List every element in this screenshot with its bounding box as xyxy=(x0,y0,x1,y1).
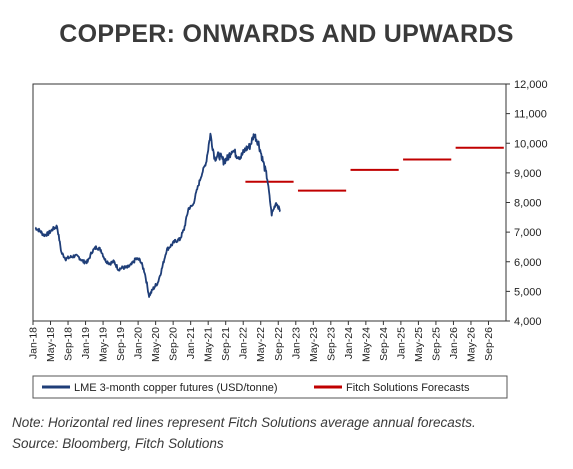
x-tick-label: Jan-24 xyxy=(343,327,355,359)
x-tick-label: Jan-20 xyxy=(133,327,145,359)
y-tick-label: 8,000 xyxy=(514,198,542,210)
legend-box xyxy=(32,375,508,399)
x-tick-label: May-19 xyxy=(98,327,110,362)
x-tick-label: Jan-19 xyxy=(80,327,92,359)
x-tick-label: Sep-22 xyxy=(273,327,285,361)
x-tick-label: Sep-24 xyxy=(378,327,390,361)
x-tick-label: Sep-19 xyxy=(115,327,127,361)
x-tick-label: Jan-18 xyxy=(28,327,40,359)
forecast-series xyxy=(245,146,504,192)
y-tick-label: 6,000 xyxy=(514,257,542,269)
x-tick-label: Jan-25 xyxy=(395,327,407,359)
legend: LME 3-month copper futures (USD/tonne) F… xyxy=(32,375,508,399)
x-tick-label: Jan-23 xyxy=(290,327,302,359)
x-tick-label: May-25 xyxy=(413,327,425,362)
y-axis: 4,000 5,000 6,000 7,000 8,000 9,000 10,000 11,0… xyxy=(506,79,548,328)
x-tick-label: May-21 xyxy=(203,327,215,362)
x-tick-label: Sep-26 xyxy=(483,327,495,361)
price-series xyxy=(34,132,281,298)
source-line: Source: Bloomberg, Fitch Solutions xyxy=(12,436,224,451)
y-tick-label: 11,000 xyxy=(514,109,547,121)
y-tick-label: 10,000 xyxy=(514,138,548,150)
y-tick-label: 4,000 xyxy=(514,316,542,328)
x-tick-label: May-22 xyxy=(255,327,267,362)
x-tick-label: May-24 xyxy=(360,327,372,362)
x-tick-label: May-26 xyxy=(465,327,477,362)
x-tick-label: Jan-22 xyxy=(238,327,250,359)
x-axis: Jan-18 May-18 Sep-18 Jan-19 May-19 Sep-19 Jan-… xyxy=(28,321,495,362)
x-tick-label: May-20 xyxy=(150,327,162,362)
legend-label-forecast: Fitch Solutions Forecasts xyxy=(346,382,470,394)
x-tick-label: May-23 xyxy=(308,327,320,362)
x-tick-label: Sep-20 xyxy=(168,327,180,361)
y-tick-label: 7,000 xyxy=(514,227,542,239)
x-tick-label: Sep-23 xyxy=(325,327,337,361)
legend-label-price: LME 3-month copper futures (USD/tonne) xyxy=(74,382,278,394)
x-tick-label: Sep-25 xyxy=(430,327,442,361)
x-tick-label: Sep-21 xyxy=(220,327,232,361)
x-tick-label: May-18 xyxy=(45,327,57,362)
y-tick-label: 9,000 xyxy=(514,168,542,180)
x-tick-label: Sep-18 xyxy=(63,327,75,361)
note-line: Note: Horizontal red lines represent Fit… xyxy=(12,415,476,430)
x-tick-label: Jan-26 xyxy=(448,327,460,359)
chart-title: COPPER: ONWARDS AND UPWARDS xyxy=(59,20,514,48)
x-tick-label: Jan-21 xyxy=(185,327,197,359)
price-line xyxy=(34,132,281,298)
y-tick-label: 12,000 xyxy=(514,79,548,91)
y-tick-label: 5,000 xyxy=(514,286,542,298)
chart-note: Note: Horizontal red lines represent Fit… xyxy=(12,412,476,454)
